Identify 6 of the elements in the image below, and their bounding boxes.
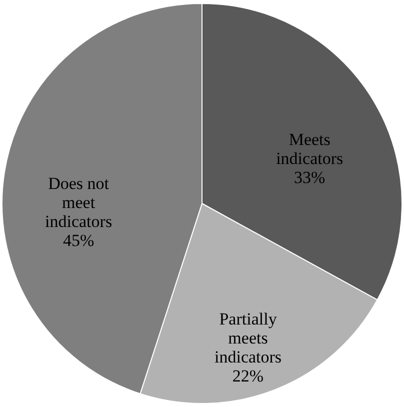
data-label: 33% <box>294 168 326 187</box>
slice-label: Partially meets indicators <box>214 310 282 367</box>
data-label: 45% <box>62 230 94 250</box>
slice-label: Does not meet indicators <box>45 174 112 231</box>
data-label: 22% <box>232 366 264 386</box>
slice-label: Meets indicators <box>276 130 344 168</box>
